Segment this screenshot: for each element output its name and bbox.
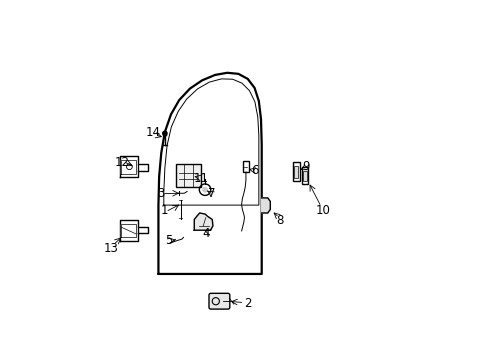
Text: 2: 2 [244,297,251,310]
Text: 6: 6 [251,164,259,177]
Text: 5: 5 [165,234,173,247]
Polygon shape [121,225,136,237]
FancyBboxPatch shape [294,166,297,178]
Text: 11: 11 [193,172,208,185]
Polygon shape [194,213,212,230]
FancyBboxPatch shape [292,162,300,181]
FancyBboxPatch shape [175,164,201,187]
Text: 14: 14 [145,126,160,139]
Circle shape [202,187,207,192]
Text: 7: 7 [207,187,215,200]
FancyBboxPatch shape [303,171,306,181]
Text: 1: 1 [161,204,168,217]
Polygon shape [121,159,136,174]
Text: 9: 9 [302,160,309,173]
Text: 13: 13 [103,242,118,255]
Text: 12: 12 [115,156,130,168]
Polygon shape [261,198,270,213]
Circle shape [163,131,167,135]
FancyBboxPatch shape [243,161,248,172]
Text: 3: 3 [157,187,164,200]
FancyBboxPatch shape [208,293,229,309]
FancyBboxPatch shape [301,167,308,184]
Text: 4: 4 [202,226,209,239]
Text: 8: 8 [276,214,284,227]
Text: 10: 10 [315,204,330,217]
